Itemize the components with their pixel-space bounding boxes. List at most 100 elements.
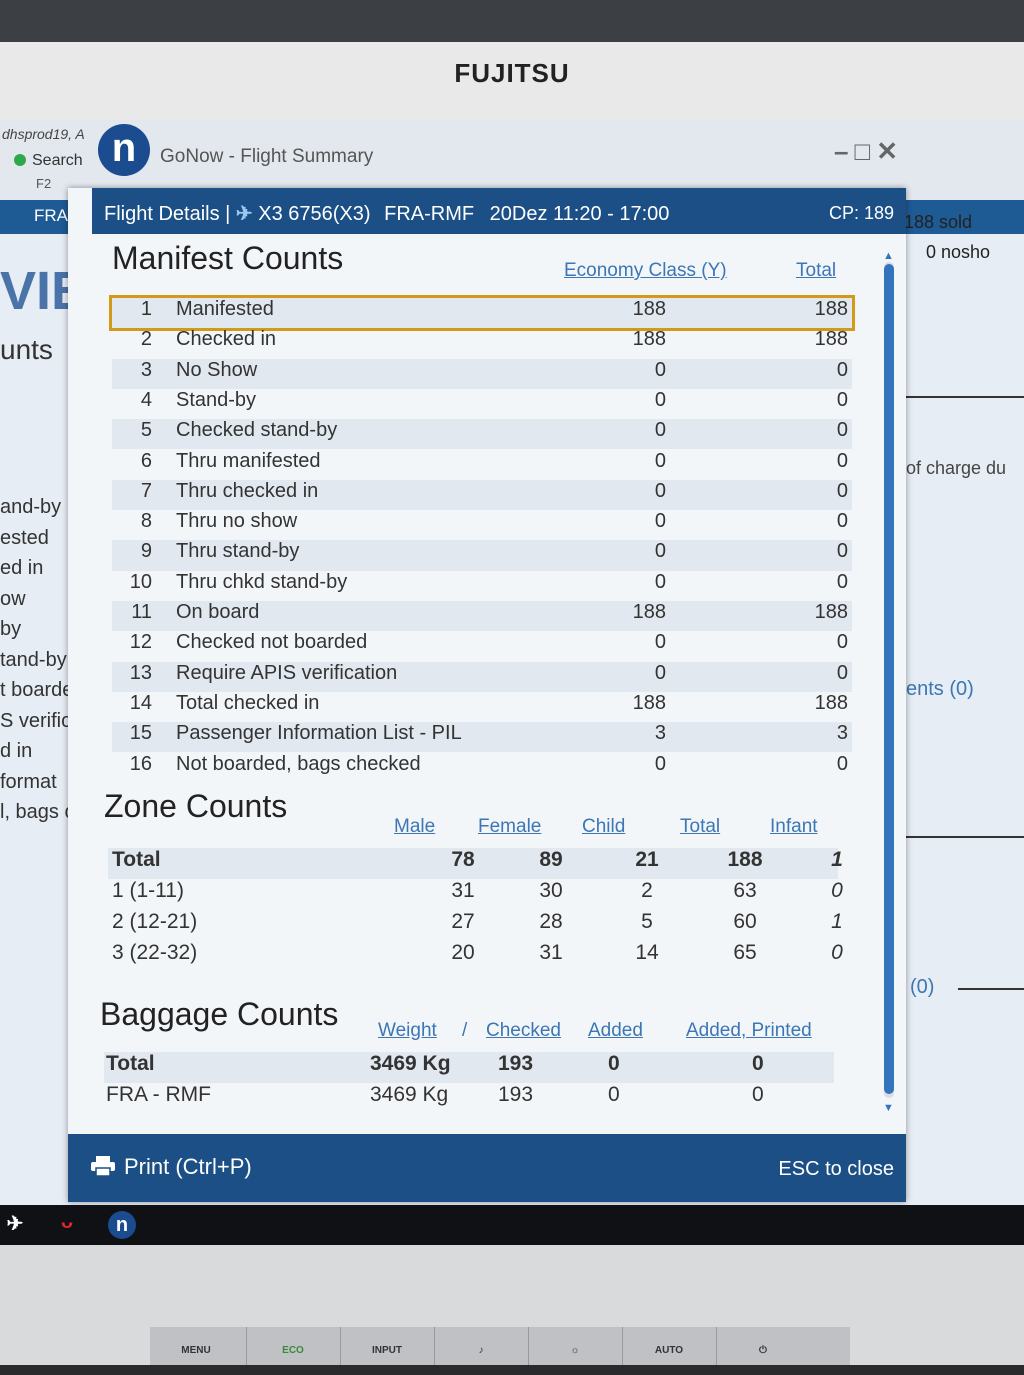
dialog-header: Flight Details | ✈ X3 6756(X3) FRA-RMF 2… [92,188,906,234]
row-number: 5 [140,419,152,442]
economy-value: 0 [654,540,666,563]
zone-male-value: 20 [451,941,475,964]
taskbar-tui-icon[interactable]: ᴗ [60,1211,74,1233]
taskbar-plane-icon[interactable]: ✈ [6,1213,24,1235]
user-label: dhsprod19, A [2,126,85,142]
economy-value: 0 [654,358,666,381]
monitor-eco-button[interactable]: ECO [246,1327,339,1365]
bg-list-item: ow [0,587,26,610]
manifest-row[interactable]: 1 Manifested 188 188 [109,294,855,332]
scroll-down-icon[interactable]: ▼ [883,1102,894,1114]
row-number: 10 [129,570,152,593]
row-label: Require APIS verification [176,661,398,684]
zone-female-value: 30 [539,879,563,902]
manifest-row[interactable]: 16 Not boarded, bags checked 0 0 [112,753,852,783]
col-total-header: Total [796,260,837,281]
manifest-row[interactable]: 10 Thru chkd stand-by 0 0 [112,571,852,601]
total-value: 188 [814,298,848,320]
baggage-checked: 193 [498,1083,534,1106]
zone-infant-value: 0 [831,941,843,964]
row-number: 3 [140,358,152,381]
economy-value: 188 [632,601,666,623]
zone-male-value: 31 [451,879,475,902]
bg-ents-link[interactable]: ents (0) [906,678,974,700]
dialog-title: Flight Details | ✈ X3 6756(X3) FRA-RMF 2… [104,201,669,226]
flight-datetime: 20Dez 11:20 - 17:00 [489,203,670,225]
zone-child-value: 2 [641,879,653,902]
monitor-menu-button[interactable]: MENU [181,1345,211,1356]
row-number: 11 [131,601,152,623]
zone-male-value: 78 [451,848,475,871]
manifest-row[interactable]: 3 No Show 0 0 [112,358,852,389]
dialog-content: Manifest Counts Economy Class (Y) Total … [68,234,882,1124]
zone-row: 3 (22-32) 20 31 14 65 0 [108,941,843,972]
flight-route: FRA-RMF [384,203,475,225]
total-value: 0 [836,449,848,472]
total-value: 0 [836,540,848,563]
bg-zero-link[interactable]: (0) [910,976,935,998]
esc-close-hint[interactable]: ESC to close [778,1158,894,1180]
divider [906,396,1024,398]
zone-label: 1 (1-11) [112,879,184,902]
manifest-row[interactable]: 8 Thru no show 0 0 [112,510,852,540]
print-button[interactable]: Print (Ctrl+P) [90,1154,252,1180]
vertical-scrollbar[interactable]: ▲ ▼ [880,250,896,1120]
search-button[interactable]: Search [14,152,83,170]
printer-icon [91,1156,115,1177]
close-icon[interactable]: ✕ [876,136,904,166]
zone-total-value: 60 [733,910,757,933]
flight-number: X3 6756(X3) [258,203,371,225]
row-number: 16 [129,752,152,775]
monitor-auto-button[interactable]: AUTO [622,1327,715,1365]
zone-female-value: 89 [539,848,563,871]
manifest-row[interactable]: 14 Total checked in 188 188 [112,692,852,722]
monitor-power-button[interactable]: ⏻ [716,1327,809,1365]
manifest-row[interactable]: 15 Passenger Information List - PIL 3 3 [112,722,852,753]
total-value: 0 [836,419,848,442]
zone-infant-value: 1 [831,910,843,933]
airline-icon: ✈ [235,203,253,225]
manifest-row[interactable]: 9 Thru stand-by 0 0 [112,540,852,571]
manifest-row[interactable]: 4 Stand-by 0 0 [112,389,852,419]
manifest-row[interactable]: 13 Require APIS verification 0 0 [112,661,852,692]
manifest-row[interactable]: 6 Thru manifested 0 0 [112,450,852,480]
divider [958,988,1024,990]
manifest-row[interactable]: 11 On board 188 188 [112,601,852,632]
baggage-header-weight: Weight [378,1020,437,1041]
manifest-row[interactable]: 2 Checked in 188 188 [112,328,852,358]
baggage-label: Total [106,1052,155,1075]
zone-female-value: 31 [539,941,563,964]
bg-list-item: l, bags c [0,801,75,823]
total-value: 3 [836,722,848,745]
baggage-weight: 3469 Kg [370,1052,451,1075]
manifest-row[interactable]: 12 Checked not boarded 0 0 [112,631,852,661]
zone-total-value: 188 [727,848,763,871]
zone-label: 3 (22-32) [112,941,198,964]
flight-details-dialog: Flight Details | ✈ X3 6756(X3) FRA-RMF 2… [68,188,906,1202]
row-label: Thru manifested [176,449,321,472]
zone-total-value: 63 [733,879,757,902]
bg-counts-heading: unts [0,334,53,365]
monitor-input-button[interactable]: INPUT [340,1327,433,1365]
app-title-bar [0,120,1024,200]
monitor-brightness-button[interactable]: ☼ [528,1327,621,1365]
total-value: 0 [836,510,848,533]
monitor-volume-button[interactable]: ♪ [434,1327,527,1365]
row-number: 12 [129,631,152,654]
window-controls[interactable]: –□✕ [834,136,904,167]
scroll-thumb[interactable] [884,264,894,1094]
row-number: 13 [129,661,152,684]
minimize-icon[interactable]: – [834,136,855,166]
manifest-row[interactable]: 5 Checked stand-by 0 0 [112,419,852,450]
bg-list-item: ed in [0,557,44,579]
baggage-added-printed: 0 [752,1083,764,1106]
bg-list-item: t boarde [0,679,74,701]
taskbar-gonow-icon[interactable]: n [108,1211,136,1239]
row-number: 9 [140,540,152,563]
maximize-icon[interactable]: □ [854,136,877,166]
zone-child-value: 5 [641,910,653,933]
scroll-up-icon[interactable]: ▲ [883,250,894,262]
zone-male-value: 27 [451,910,475,933]
manifest-row[interactable]: 7 Thru checked in 0 0 [112,479,852,511]
cp-value: CP: 189 [828,203,894,223]
